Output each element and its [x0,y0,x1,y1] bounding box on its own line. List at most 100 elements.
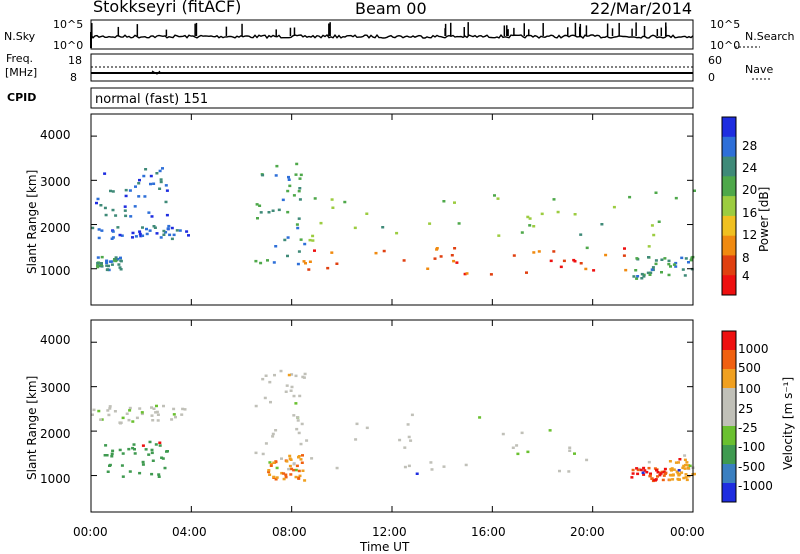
velocity-echo-cell [652,478,656,482]
velocity-colorbar-swatch [722,369,736,389]
power-echo-cell [308,260,312,263]
power-echo-cell [155,172,159,175]
power-echo-cell [690,256,694,259]
power-echo-cell [556,210,560,214]
power-echo-cell [374,251,378,255]
power-echo-cell [296,226,300,230]
velocity-echo-cell [406,423,410,426]
power-echo-cell [185,230,189,233]
velocity-echo-cell [310,457,314,460]
power-echo-cell [455,261,459,264]
velocity-echo-cell [106,470,110,473]
xtick-0: 00:00 [73,525,108,539]
velocity-echo-cell [272,475,276,479]
power-echo-cell [294,173,298,176]
power-echo-cell [141,226,144,229]
velocity-echo-cell [649,472,652,475]
power-echo-cell [118,233,122,237]
power-echo-cell [663,257,667,260]
freq-unit: [MHz] [5,66,38,79]
velocity-echo-cell [558,469,561,473]
power-echo-cell [313,197,317,200]
velocity-echo-cell [131,446,135,450]
velocity-echo-cell [166,450,169,453]
power-echo-cell [528,224,532,227]
vel-cb-m25: -25 [738,421,758,435]
power-echo-cell [142,174,146,178]
power-ytick-3000: 3000 [40,175,71,189]
power-echo-cell [175,229,179,232]
nsearch-tick-bottom: 10^0 [710,39,741,52]
power-echo-cell [308,238,312,242]
freq-glitch [151,70,161,75]
velocity-echo-cell [297,456,300,459]
velocity-echo-cell [407,464,411,468]
power-echo-cell [288,184,292,188]
power-echo-cell [124,194,128,198]
freq-tick-top: 18 [68,54,82,67]
velocity-echo-cell [687,464,690,467]
nsky-panel-frame [90,19,694,50]
power-echo-cell [525,271,528,274]
velocity-echo-cell [410,413,414,417]
power-echo-cell [133,205,137,208]
vel-ytick-3000: 3000 [40,381,71,395]
power-echo-cell [107,264,110,268]
date-title: 22/Mar/2014 [590,0,693,18]
velocity-echo-cell [672,468,676,471]
velocity-echo-cell [630,476,634,479]
power-echo-cell [98,264,101,268]
power-echo-cell [287,175,290,179]
velocity-echo-cell [133,452,137,455]
power-echo-cell [562,259,566,263]
power-echo-cell [600,223,604,226]
velocity-echo-cell [335,466,339,470]
power-echo-cell [129,215,133,218]
power-echo-cell [256,217,259,220]
power-echo-cell [674,265,678,268]
velocity-background [91,320,693,512]
velocity-echo-cell [138,407,142,410]
power-echo-cell [311,239,315,242]
velocity-echo-cell [398,438,402,442]
velocity-echo-cell [269,464,273,467]
velocity-echo-cell [150,406,153,409]
velocity-echo-cell [263,396,267,400]
velocity-echo-cell [685,478,689,482]
velocity-echo-cell [140,411,144,414]
power-echo-cell [111,230,115,233]
power-echo-cell [178,229,182,232]
power-echo-cell [104,213,108,217]
power-colorbar-swatch [722,215,736,237]
velocity-echo-cell [654,478,658,481]
velocity-echo-cell [268,473,272,476]
vel-cb-label: Velocity [m s⁻¹] [781,376,795,470]
power-ytick-2000: 2000 [40,221,71,235]
velocity-echo-cell [355,422,359,426]
power-echo-cell [116,226,120,229]
velocity-echo-cell [261,452,265,456]
power-echo-cell [450,254,454,257]
velocity-echo-cell [683,454,687,457]
power-colorbar-swatch [722,136,736,158]
velocity-echo-cell [297,476,301,479]
power-echo-cell [457,222,461,225]
velocity-echo-cell [174,415,177,419]
power-echo-cell [319,221,323,225]
velocity-echo-cell [631,472,635,475]
power-echo-cell [114,256,118,259]
power-echo-cell [636,275,640,278]
power-echo-cell [433,257,437,260]
velocity-echo-cell [663,472,667,475]
power-echo-cell [117,263,121,266]
velocity-echo-cell [151,419,155,422]
power-echo-cell [674,196,678,200]
power-cb-4: 4 [742,269,750,283]
velocity-echo-cell [103,454,107,457]
velocity-echo-cell [150,472,154,476]
power-echo-cell [128,189,132,192]
freq-tick-bottom: 8 [70,71,77,84]
velocity-echo-cell [442,465,446,468]
power-echo-cell [579,233,583,236]
power-echo-cell [277,208,281,212]
